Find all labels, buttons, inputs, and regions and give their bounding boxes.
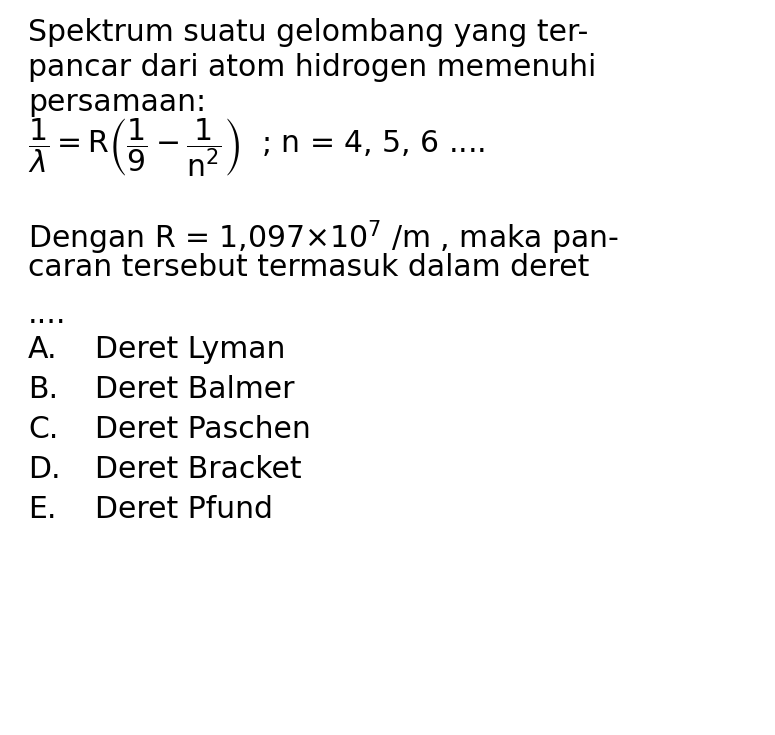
Text: ....: ....: [28, 300, 67, 329]
Text: Deret Pfund: Deret Pfund: [95, 495, 273, 524]
Text: Dengan R = 1,097×10$^{7}$ /m , maka pan-: Dengan R = 1,097×10$^{7}$ /m , maka pan-: [28, 218, 619, 257]
Text: pancar dari atom hidrogen memenuhi: pancar dari atom hidrogen memenuhi: [28, 53, 596, 82]
Text: caran tersebut termasuk dalam deret: caran tersebut termasuk dalam deret: [28, 253, 589, 282]
Text: Spektrum suatu gelombang yang ter-: Spektrum suatu gelombang yang ter-: [28, 18, 588, 47]
Text: persamaan:: persamaan:: [28, 88, 206, 117]
Text: C.: C.: [28, 415, 58, 444]
Text: B.: B.: [28, 375, 58, 404]
Text: A.: A.: [28, 335, 57, 364]
Text: Deret Paschen: Deret Paschen: [95, 415, 311, 444]
Text: Deret Lyman: Deret Lyman: [95, 335, 285, 364]
Text: E.: E.: [28, 495, 57, 524]
Text: Deret Balmer: Deret Balmer: [95, 375, 294, 404]
Text: Deret Bracket: Deret Bracket: [95, 455, 301, 484]
Text: $\dfrac{1}{\lambda} = \mathrm{R}\left(\dfrac{1}{9}-\dfrac{1}{\mathrm{n}^{2}}\rig: $\dfrac{1}{\lambda} = \mathrm{R}\left(\d…: [28, 117, 485, 179]
Text: D.: D.: [28, 455, 60, 484]
